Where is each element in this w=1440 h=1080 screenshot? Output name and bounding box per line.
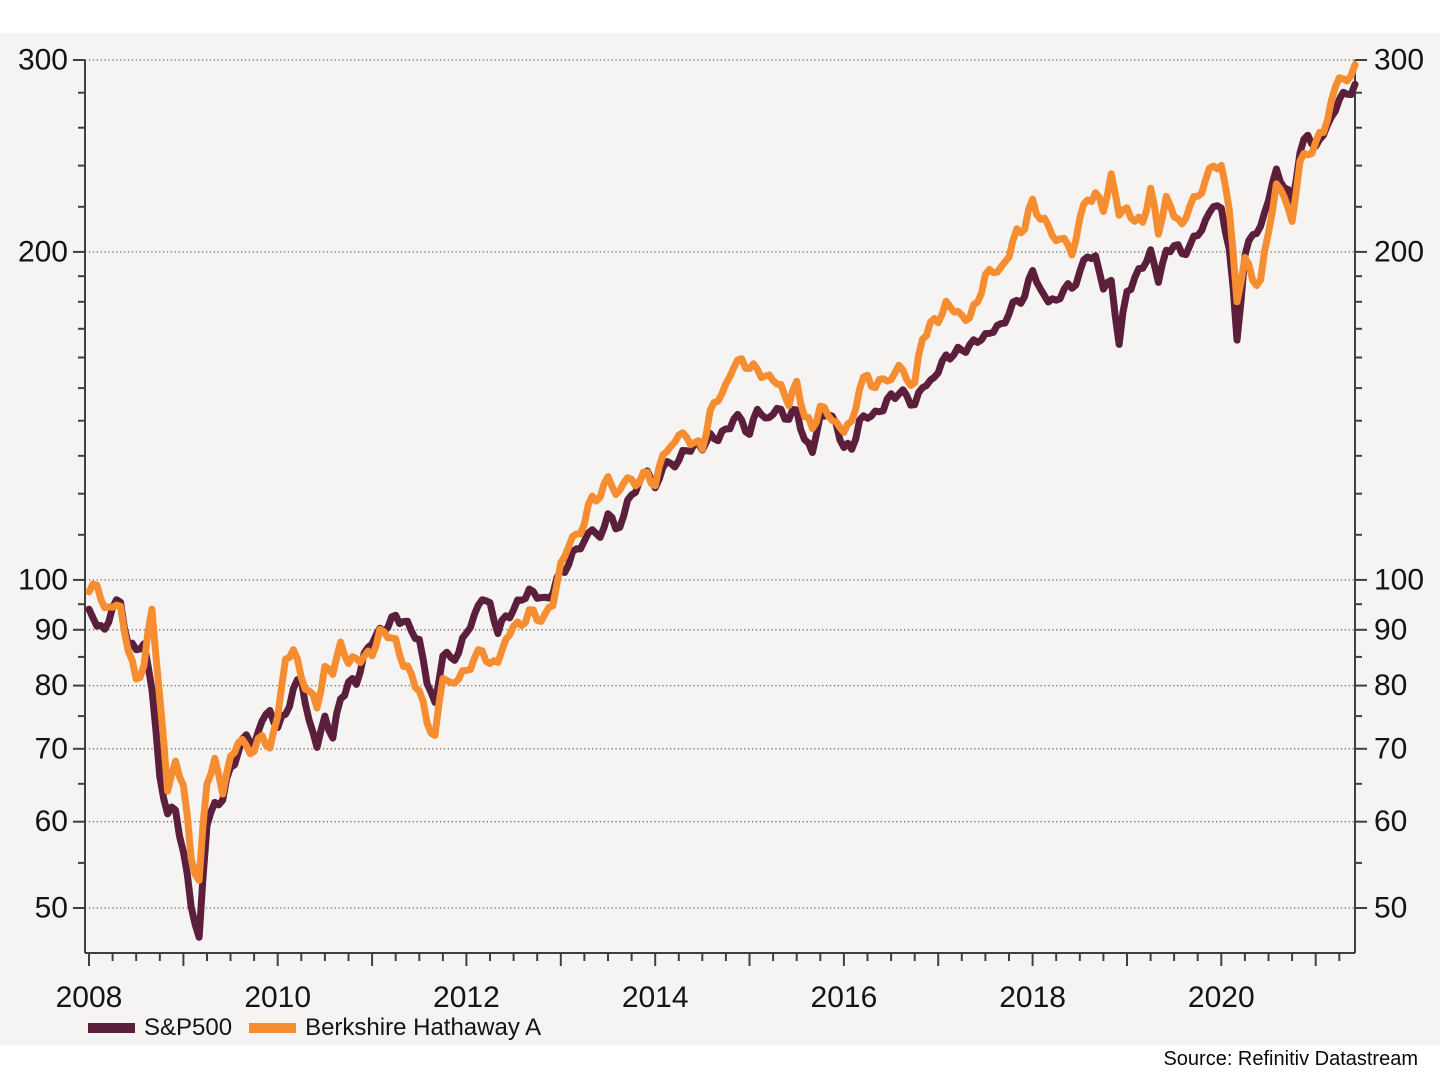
series-lines <box>85 61 1359 941</box>
svg-text:100: 100 <box>1374 563 1424 596</box>
svg-text:70: 70 <box>1374 732 1407 765</box>
svg-text:100: 100 <box>18 563 68 596</box>
berkshire-line-swatch <box>249 1023 297 1033</box>
svg-text:2014: 2014 <box>622 981 689 1014</box>
svg-text:2012: 2012 <box>433 981 500 1014</box>
svg-text:50: 50 <box>35 892 68 925</box>
legend-label-sp500: S&P500 <box>144 1014 233 1041</box>
sp500-line-swatch <box>88 1023 135 1033</box>
legend-label-berkshire: Berkshire Hathaway A <box>305 1014 542 1041</box>
legend: S&P500 Berkshire Hathaway A <box>88 1014 541 1042</box>
svg-text:90: 90 <box>1374 613 1407 646</box>
svg-text:2018: 2018 <box>999 981 1066 1014</box>
svg-text:60: 60 <box>35 805 68 838</box>
svg-text:300: 300 <box>1374 44 1424 77</box>
axes <box>84 60 1356 954</box>
legend-item-sp500: S&P500 <box>88 1014 232 1042</box>
chart-background-band <box>0 33 1440 1045</box>
axis-tick-labels: 300 300 200 200 100 100 90 90 80 80 70 70 60 60 50 50 20… <box>18 44 1424 1014</box>
line-berkshire <box>85 61 1359 884</box>
svg-text:80: 80 <box>35 669 68 702</box>
svg-text:200: 200 <box>18 235 68 268</box>
svg-text:90: 90 <box>35 613 68 646</box>
svg-text:50: 50 <box>1374 892 1407 925</box>
svg-text:80: 80 <box>1374 669 1407 702</box>
tick-marks <box>73 59 1367 966</box>
svg-text:2010: 2010 <box>244 981 311 1014</box>
svg-text:60: 60 <box>1374 805 1407 838</box>
svg-text:2020: 2020 <box>1188 981 1255 1014</box>
svg-text:70: 70 <box>35 732 68 765</box>
svg-text:200: 200 <box>1374 235 1424 268</box>
svg-text:300: 300 <box>18 44 68 77</box>
svg-text:2008: 2008 <box>56 981 123 1014</box>
source-attribution: Source: Refinitiv Datastream <box>1163 1048 1418 1070</box>
svg-text:2016: 2016 <box>811 981 878 1014</box>
gridlines <box>85 59 1355 909</box>
legend-item-berkshire: Berkshire Hathaway A <box>249 1014 541 1042</box>
